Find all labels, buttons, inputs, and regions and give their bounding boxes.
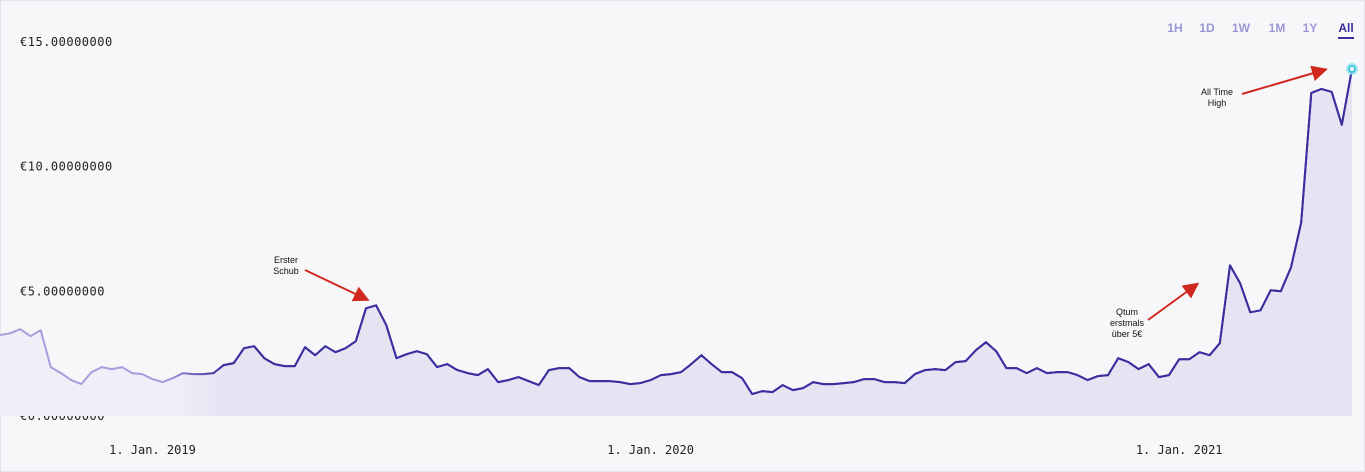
annotation: Erster <box>274 255 298 265</box>
x-tick-label: 1. Jan. 2019 <box>109 443 196 457</box>
y-tick-label: €10.00000000 <box>20 160 113 174</box>
range-button[interactable]: All <box>1338 21 1353 35</box>
y-tick-label: €15.00000000 <box>20 35 113 49</box>
arrow <box>1147 282 1200 321</box>
area <box>0 68 1352 417</box>
annotation: Schub <box>273 266 299 276</box>
annotation: All Time <box>1201 87 1233 97</box>
annotation: High <box>1208 98 1227 108</box>
range-button[interactable]: 1H <box>1167 21 1182 35</box>
y-tick-label: €5.00000000 <box>20 284 105 298</box>
range-button[interactable]: 1Y <box>1303 21 1318 35</box>
annotation: über 5€ <box>1112 329 1143 339</box>
line-overlay <box>0 69 1352 394</box>
range-button[interactable]: 1W <box>1232 21 1251 35</box>
x-tick-label: 1. Jan. 2020 <box>607 443 694 457</box>
arrow <box>1241 65 1328 95</box>
annotation: erstmals <box>1110 318 1145 328</box>
annotation: Qtum <box>1116 307 1138 317</box>
range-button[interactable]: 1D <box>1199 21 1215 35</box>
highlight-point <box>1348 65 1356 73</box>
x-tick-label: 1. Jan. 2021 <box>1136 443 1223 457</box>
arrow <box>304 269 370 302</box>
range-button[interactable]: 1M <box>1269 21 1286 35</box>
